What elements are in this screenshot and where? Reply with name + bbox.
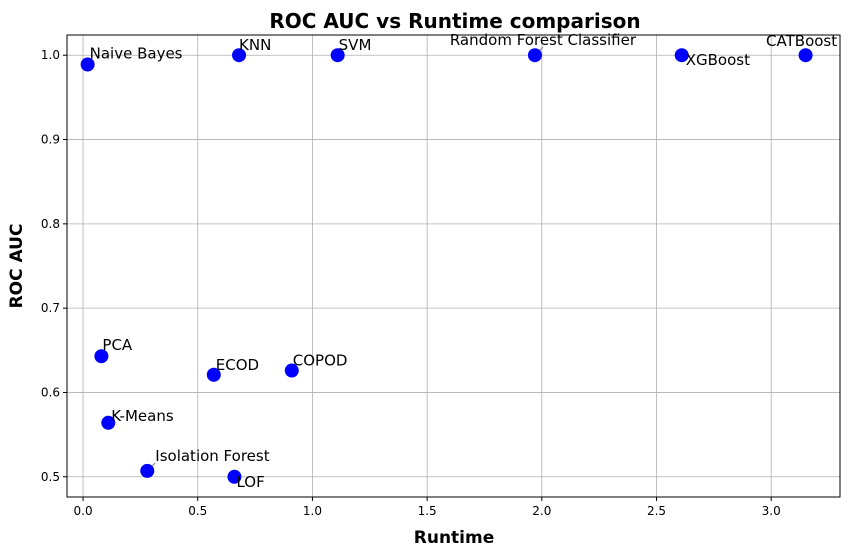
data-point [284,363,299,378]
x-axis-label: Runtime [414,528,495,548]
grid-lines [67,35,840,497]
data-point [94,349,109,364]
point-label: CATBoost [766,32,837,50]
y-tick-label: 0.6 [41,385,60,399]
point-label: ECOD [216,356,259,374]
data-point [527,48,542,63]
chart-title: ROC AUC vs Runtime comparison [269,9,640,33]
point-label: Naive Bayes [90,45,183,63]
point-label: SVM [339,36,372,54]
axis-ticks: 0.0 0.5 1.0 1.5 2.0 2.5 3.0 0.5 0.6 0.7 0.8 0.9 1.0 [41,48,781,518]
data-point [101,415,116,430]
data-point [232,48,247,63]
x-tick-label: 1.5 [418,504,437,518]
x-tick-label: 1.0 [303,504,322,518]
y-tick-label: 1.0 [41,48,60,62]
leader-lines [146,46,544,472]
point-label: Isolation Forest [155,447,269,465]
x-tick-label: 0.0 [74,504,93,518]
x-tick-label: 2.0 [532,504,551,518]
data-point [80,57,95,72]
data-point [674,48,689,63]
point-label: PCA [102,336,133,354]
data-point [140,463,155,478]
y-tick-label: 0.5 [41,470,60,484]
point-label: KNN [239,36,271,54]
x-tick-label: 3.0 [762,504,781,518]
x-tick-label: 2.5 [647,504,666,518]
y-tick-label: 0.7 [41,301,60,315]
point-label: COPOD [293,352,348,370]
point-label: Random Forest Classifier [450,31,637,49]
point-label: K-Means [111,407,174,425]
data-point [206,367,221,382]
point-label: LOF [236,473,264,491]
data-point [330,48,345,63]
data-points [80,48,813,484]
x-tick-label: 0.5 [188,504,207,518]
point-label: XGBoost [686,51,750,69]
y-axis-label: ROC AUC [7,224,27,309]
y-tick-label: 0.8 [41,217,60,231]
data-point [798,48,813,63]
data-point [227,469,242,484]
point-labels: Naive Bayes KNN SVM Random Forest Classifie… [90,31,838,491]
plot-frame [66,34,841,498]
y-tick-label: 0.9 [41,133,60,147]
